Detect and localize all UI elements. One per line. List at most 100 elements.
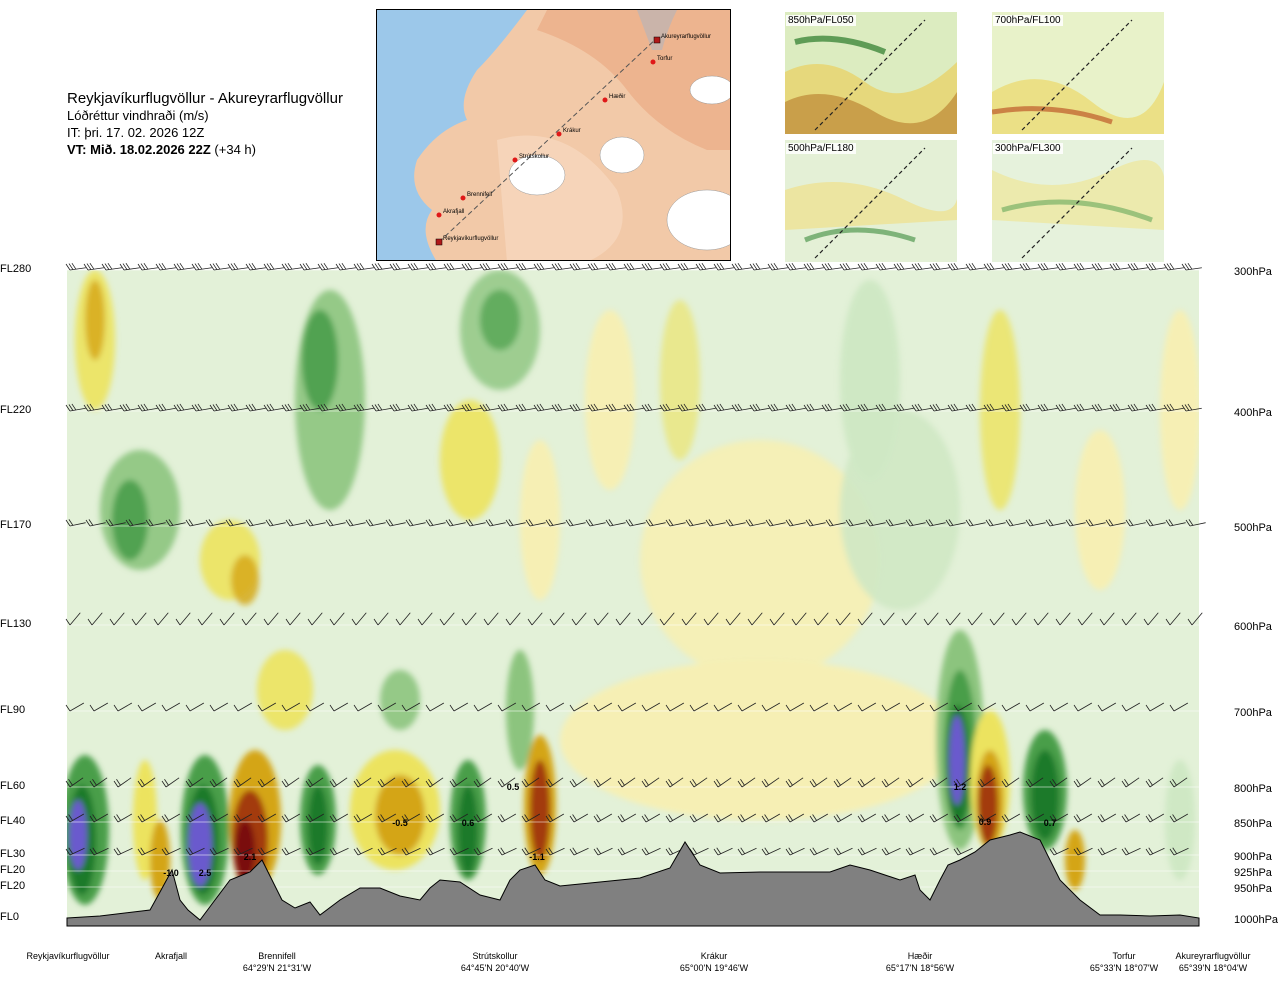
velocity-contour: [375, 775, 425, 855]
wind-barb-flag: [860, 404, 866, 411]
waypoint-marker: [602, 97, 608, 103]
wind-barb-flag: [857, 780, 863, 788]
wind-barb-flag: [734, 404, 740, 411]
wind-barb-flag: [644, 847, 650, 854]
wind-barb-flag: [1166, 404, 1172, 411]
wind-barb-shaft: [789, 702, 805, 712]
wind-barb-flag: [1097, 403, 1103, 411]
wind-barb-flag: [476, 814, 481, 821]
wind-barb-flag: [320, 404, 326, 411]
wind-barb-flag: [615, 618, 621, 626]
wind-barb-flag: [950, 263, 956, 270]
wind-barb-flag: [568, 519, 574, 526]
wind-barb-shaft: [837, 777, 852, 788]
wind-barb-flag: [227, 404, 233, 412]
wind-barb-shaft: [309, 702, 325, 712]
wind-barb-flag: [1112, 404, 1118, 411]
wind-barb-flag: [461, 618, 467, 626]
wind-barb-flag: [692, 847, 698, 854]
wind-barb-flag: [878, 263, 884, 270]
wind-barb-flag: [1045, 519, 1051, 527]
wind-barb-flag: [929, 815, 935, 823]
wind-barb-flag: [1079, 262, 1085, 270]
wind-barb-flag: [341, 262, 347, 270]
wind-barb-flag: [716, 814, 721, 821]
wind-barb-flag: [329, 704, 335, 712]
fl-tick-label: FL220: [0, 404, 32, 416]
wind-barb-flag: [505, 618, 511, 626]
wind-barb-flag: [698, 263, 704, 270]
waypoint-marker: [650, 59, 656, 65]
wind-barb-flag: [1184, 404, 1190, 411]
wind-barb-flag: [932, 263, 938, 270]
wind-barb-flag: [521, 262, 527, 270]
wind-barb-flag: [65, 263, 71, 271]
wind-barb-flag: [611, 262, 617, 270]
wind-barb-flag: [929, 404, 935, 412]
wind-barb-flag: [989, 262, 995, 270]
wind-barb-flag: [536, 404, 542, 411]
wind-barb-flag: [373, 618, 379, 626]
wind-barb-flag: [164, 814, 169, 821]
wind-barb-flag: [215, 403, 221, 411]
wind-barb-flag: [626, 404, 632, 411]
wind-barb-flag: [572, 779, 577, 786]
wind-barb-flag: [572, 404, 578, 411]
wind-barb-flag: [260, 847, 266, 854]
wind-barb-flag: [1169, 780, 1175, 788]
wind-barb-flag: [328, 519, 334, 526]
mini-map-850: 850hPa/FL050: [785, 12, 957, 134]
wind-barb-flag: [716, 263, 722, 270]
wind-barb-flag: [878, 404, 884, 411]
wind-barb-flag: [452, 779, 457, 786]
wind-barb-flag: [788, 779, 793, 786]
wind-barb-flag: [265, 519, 271, 527]
wind-barb-flag: [863, 262, 869, 270]
wind-barb-flag: [85, 519, 91, 527]
waypoint-marker: [436, 212, 442, 218]
wind-barb-shaft: [261, 777, 276, 788]
wind-barb-flag: [527, 618, 533, 626]
wind-barb-flag: [901, 618, 907, 626]
wind-barb-flag: [113, 848, 119, 856]
wind-barb-flag: [401, 815, 407, 823]
wind-barb-flag: [353, 404, 359, 412]
wind-barb-flag: [137, 263, 143, 271]
wind-barb-flag: [593, 815, 599, 823]
wind-barb-flag: [425, 848, 431, 856]
wind-barb-flag: [605, 519, 611, 527]
waypoint-coord: 65°17'N 18°56'W: [885, 963, 955, 973]
wind-barb-shaft: [377, 612, 389, 626]
wind-barb-flag: [1100, 847, 1106, 854]
wind-barb-flag: [401, 848, 407, 856]
waypoint-tick: Brennifell 64°29'N 21°31'W: [222, 950, 332, 974]
wind-barb-flag: [1124, 814, 1129, 821]
wind-barb-flag: [923, 618, 929, 626]
wind-barb-shaft: [861, 777, 876, 788]
wind-barb-shaft: [509, 612, 521, 626]
wind-barb-shaft: [981, 777, 996, 788]
wind-barb-flag: [1100, 814, 1105, 821]
wind-barb-shaft: [1053, 777, 1068, 788]
wind-barb-flag: [893, 263, 899, 271]
wind-barb-shaft: [429, 777, 444, 788]
wind-barb-flag: [689, 815, 695, 823]
wind-barb-flag: [1007, 403, 1013, 411]
wind-barb-shaft: [597, 702, 613, 712]
wind-barb-flag: [896, 263, 902, 270]
wind-barb-shaft: [1149, 777, 1164, 788]
wind-barb-shaft: [1005, 777, 1020, 788]
wind-barb-flag: [1148, 404, 1154, 411]
wind-barb-flag: [380, 814, 385, 821]
wind-barb-flag: [1011, 618, 1017, 626]
wind-barb-flag: [356, 404, 362, 411]
wind-barb-shaft: [573, 777, 588, 788]
wind-barb-flag: [236, 814, 241, 821]
wind-barb-flag: [1121, 780, 1127, 788]
wind-barb-shaft: [669, 777, 684, 788]
wind-barb-flag: [1163, 263, 1169, 271]
wind-barb-flag: [929, 704, 935, 712]
wind-barb-flag: [980, 779, 985, 786]
wind-barb-flag: [449, 403, 455, 411]
wind-barb-shaft: [201, 612, 213, 626]
